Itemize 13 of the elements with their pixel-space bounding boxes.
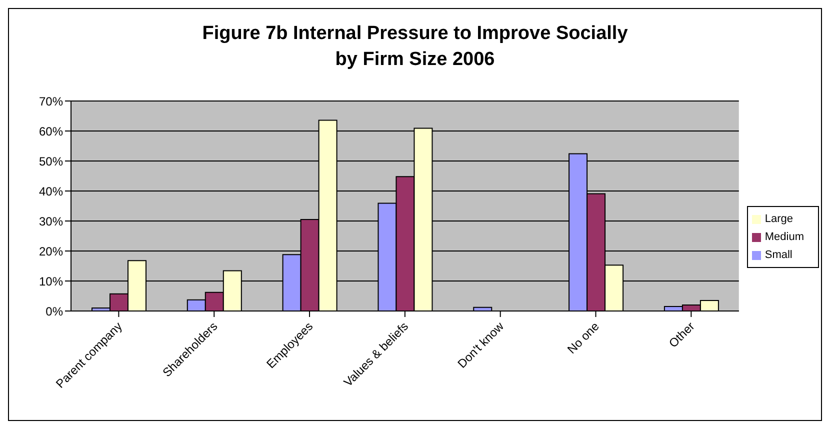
y-tick-label: 70%: [38, 94, 64, 108]
y-tick-label: 0%: [46, 304, 64, 318]
legend-label: Medium: [764, 231, 804, 243]
x-tick-label: No one: [564, 318, 602, 356]
y-tick-label: 10%: [38, 274, 64, 288]
y-tick-label: 20%: [38, 244, 64, 258]
y-tick-label: 30%: [38, 214, 64, 228]
chart-title: Figure 7b Internal Pressure to Improve Socially by Firm Size 2006: [201, 22, 629, 72]
legend-label: Small: [764, 249, 792, 261]
y-tick-label: 50%: [38, 154, 64, 168]
y-tick-label: 40%: [38, 184, 64, 198]
y-tick-label: 60%: [38, 124, 64, 138]
legend-label: Large: [764, 213, 794, 225]
